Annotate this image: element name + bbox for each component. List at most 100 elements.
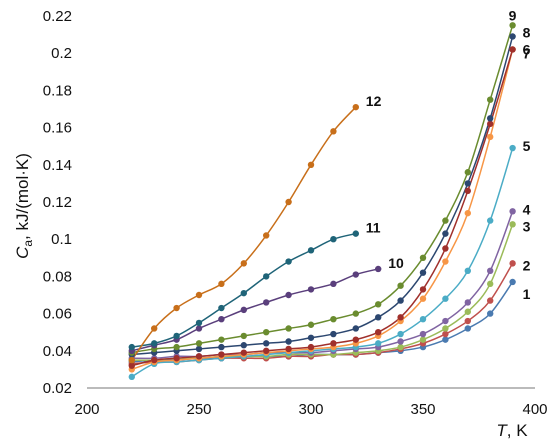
- data-point-series-10: [285, 291, 292, 299]
- x-tick-label: 200: [74, 401, 99, 418]
- data-point-series-3: [419, 336, 427, 343]
- data-point-series-5: [509, 144, 516, 152]
- data-point-series-7: [397, 314, 404, 321]
- series-label-12: 12: [366, 93, 382, 109]
- data-point-series-5: [419, 315, 427, 323]
- data-point-series-11: [151, 340, 158, 347]
- series-label-1: 1: [523, 286, 531, 302]
- y-tick-labels: 0.02 0.04 0.06 0.08 0.1 0.12 0.14 0.16 0.18 0.2 0.…: [43, 8, 72, 397]
- data-point-series-12: [330, 128, 337, 135]
- data-point-series-9: [375, 301, 382, 308]
- data-point-series-7: [464, 187, 471, 195]
- data-point-series-8: [218, 343, 225, 351]
- y-tick-label: 0.22: [43, 8, 72, 25]
- data-point-series-8: [307, 334, 315, 341]
- data-point-series-10: [195, 325, 203, 332]
- data-point-series-11: [330, 236, 337, 243]
- data-point-series-1: [464, 325, 471, 332]
- series-label-11: 11: [366, 220, 381, 236]
- y-tick-label: 0.06: [43, 306, 72, 323]
- data-point-series-7: [218, 351, 225, 358]
- data-point-series-9: [263, 329, 270, 336]
- data-point-series-10: [263, 299, 270, 306]
- data-point-series-1: [442, 336, 449, 343]
- data-point-series-11: [195, 319, 203, 327]
- data-point-series-10: [240, 306, 247, 314]
- data-point-series-8: [195, 345, 203, 353]
- data-point-series-4: [487, 267, 494, 275]
- y-tick-label: 0.16: [43, 120, 72, 137]
- data-point-series-8: [464, 180, 471, 187]
- data-point-series-9: [307, 321, 315, 328]
- data-point-series-6: [464, 209, 471, 217]
- data-point-series-7: [509, 46, 516, 53]
- x-tick-label: 300: [298, 401, 323, 418]
- data-point-series-9: [330, 315, 337, 323]
- data-point-series-8: [509, 33, 516, 40]
- data-point-series-6: [419, 295, 427, 302]
- data-point-series-1: [509, 278, 516, 286]
- data-point-series-9: [173, 343, 180, 351]
- data-point-series-6: [487, 133, 494, 141]
- data-point-series-6: [442, 258, 449, 265]
- data-point-series-3: [442, 325, 449, 332]
- series-label-4: 4: [523, 201, 531, 217]
- data-point-series-9: [195, 340, 203, 347]
- data-point-series-7: [442, 245, 449, 252]
- y-tick-label: 0.12: [43, 194, 72, 211]
- data-point-series-11: [218, 304, 225, 312]
- data-point-series-3: [509, 221, 516, 228]
- data-point-series-9: [240, 332, 247, 340]
- data-point-series-2: [509, 260, 516, 267]
- data-point-series-12: [352, 103, 359, 111]
- data-point-series-11: [307, 247, 315, 254]
- data-point-series-11: [352, 230, 359, 237]
- series-line-7: [131, 49, 514, 367]
- data-point-series-3: [397, 343, 404, 351]
- data-point-series-4: [464, 299, 471, 306]
- data-point-series-8: [240, 342, 247, 349]
- x-tick-label: 250: [186, 401, 211, 418]
- data-point-series-7: [487, 120, 494, 128]
- series-lines: [131, 25, 514, 378]
- data-point-series-5: [487, 217, 494, 224]
- data-point-series-8: [330, 330, 337, 338]
- x-tick-label: 350: [410, 401, 435, 418]
- data-point-series-9: [352, 310, 359, 317]
- data-point-series-12: [218, 280, 225, 288]
- data-point-series-7: [173, 355, 180, 362]
- data-point-series-5: [442, 295, 449, 302]
- series-label-7: 7: [523, 45, 531, 61]
- series-label-9: 9: [509, 7, 517, 23]
- y-tick-label: 0.02: [43, 380, 72, 397]
- data-point-series-9: [285, 325, 292, 332]
- data-point-series-8: [419, 269, 427, 276]
- y-tick-label: 0.1: [51, 231, 72, 248]
- data-point-series-7: [352, 336, 359, 343]
- data-point-series-8: [397, 297, 404, 304]
- series-label-2: 2: [523, 257, 531, 273]
- data-point-series-11: [285, 258, 292, 265]
- data-point-series-4: [419, 330, 427, 338]
- data-point-series-9: [397, 282, 404, 289]
- data-point-series-12: [195, 291, 203, 299]
- data-point-series-8: [442, 230, 449, 237]
- data-point-series-7: [419, 286, 427, 293]
- data-point-series-9: [419, 254, 427, 261]
- series-label-3: 3: [523, 218, 531, 234]
- data-point-series-7: [151, 356, 158, 364]
- data-point-series-5: [397, 330, 404, 338]
- x-axis-title: T, K: [496, 421, 528, 440]
- data-point-series-9: [442, 217, 449, 224]
- series-line-9: [131, 25, 514, 354]
- data-point-series-11: [173, 332, 180, 340]
- data-point-series-7: [128, 362, 135, 369]
- y-axis-title: Ca, kJ/(mol·K): [13, 153, 35, 259]
- y-tick-label: 0.04: [43, 343, 72, 360]
- data-point-series-12: [285, 198, 292, 206]
- series-label-10: 10: [388, 255, 404, 271]
- data-point-series-2: [464, 317, 471, 325]
- data-point-series-8: [285, 338, 292, 345]
